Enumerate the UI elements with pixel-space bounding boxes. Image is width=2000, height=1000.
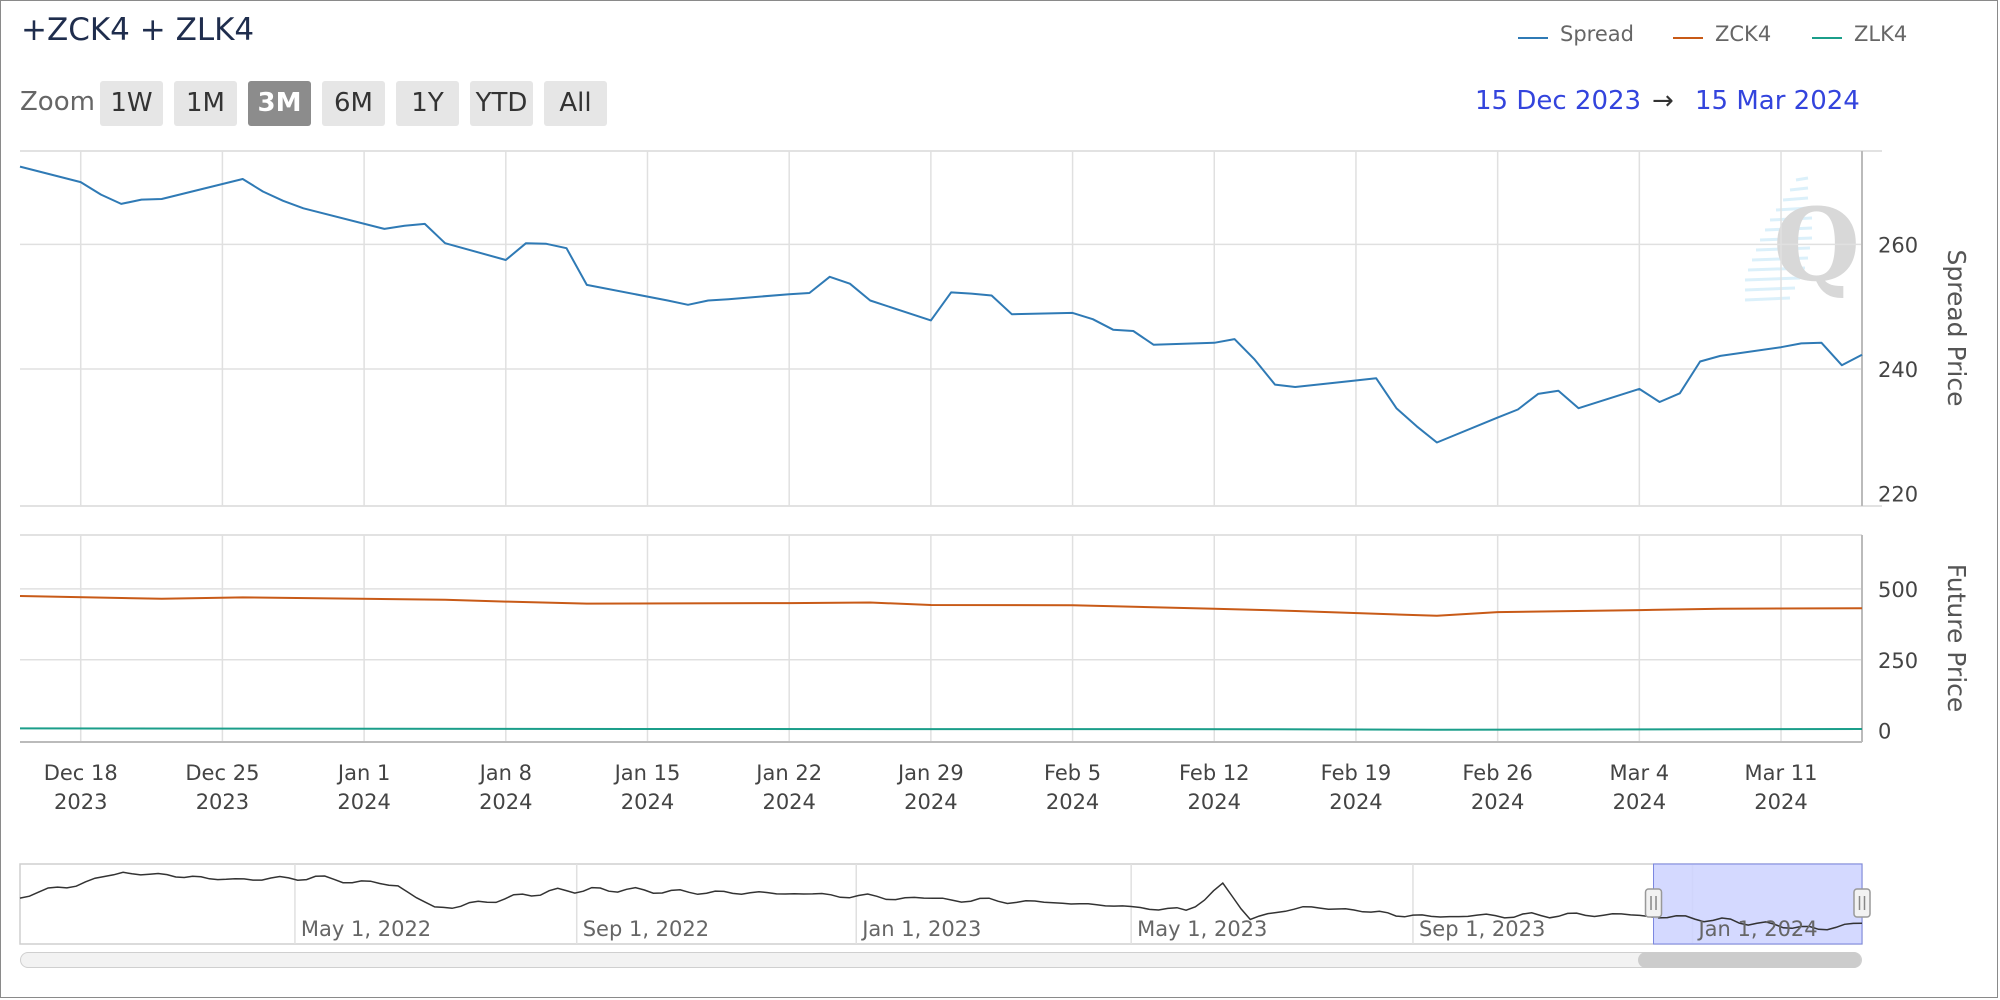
- x-tick-label: Feb 19: [1321, 761, 1392, 785]
- x-tick-label-year: 2024: [762, 790, 815, 814]
- x-tick-label-year: 2024: [1329, 790, 1382, 814]
- zoom-ytd-button[interactable]: YTD: [470, 81, 533, 126]
- legend-swatch-zck4: [1673, 37, 1703, 39]
- navigator-series-line: [19, 871, 1863, 931]
- zoom-all-button[interactable]: All: [544, 81, 607, 126]
- x-tick-label: Jan 8: [478, 761, 532, 785]
- zoom-1w-button[interactable]: 1W: [100, 81, 163, 126]
- zoom-1m-button[interactable]: 1M: [174, 81, 237, 126]
- navigator-x-label: May 1, 2023: [1137, 917, 1267, 941]
- x-tick-label: Jan 15: [613, 761, 681, 785]
- x-tick-label: Feb 26: [1462, 761, 1533, 785]
- q-logo-icon: Q: [1744, 176, 1860, 304]
- range-arrow: →: [1652, 86, 1674, 116]
- zlk4-series-line: [19, 727, 1863, 731]
- x-tick-label: Mar 11: [1745, 761, 1818, 785]
- x-tick-label: Feb 12: [1179, 761, 1250, 785]
- x-tick-label: Mar 4: [1610, 761, 1670, 785]
- x-tick-label-year: 2024: [337, 790, 390, 814]
- x-tick-label-year: 2023: [54, 790, 107, 814]
- zoom-label: Zoom: [20, 87, 95, 117]
- x-tick-label: Dec 25: [185, 761, 259, 785]
- navigator-scrollbar-track[interactable]: [20, 952, 1862, 968]
- spread-y-tick-label: 220: [1878, 483, 1918, 507]
- legend-item-zlk4[interactable]: ZLK4: [1854, 22, 1908, 46]
- x-tick-label-year: 2024: [1188, 790, 1241, 814]
- navigator-x-label: Sep 1, 2023: [1419, 917, 1545, 941]
- futures-y-tick-label: 0: [1878, 720, 1891, 744]
- chart-title: +ZCK4 + ZLK4: [21, 12, 255, 48]
- futures-y-axis-title: Future Price: [1942, 564, 1971, 713]
- zoom-6m-button[interactable]: 6M: [322, 81, 385, 126]
- spread-y-axis-title: Spread Price: [1942, 250, 1971, 407]
- x-tick-label-year: 2024: [1613, 790, 1666, 814]
- x-tick-label-year: 2024: [1046, 790, 1099, 814]
- legend-swatch-zlk4: [1812, 37, 1842, 39]
- navigator-x-label-selected: Jan 1, 2024: [1696, 917, 1817, 941]
- range-end-input[interactable]: 15 Mar 2024: [1695, 86, 1860, 116]
- x-tick-label-year: 2024: [1471, 790, 1524, 814]
- x-tick-label: Jan 22: [754, 761, 822, 785]
- x-tick-label: Feb 5: [1044, 761, 1101, 785]
- navigator-x-label: Jan 1, 2023: [860, 917, 981, 941]
- navigator-scrollbar-thumb[interactable]: [1638, 952, 1861, 968]
- x-tick-label-year: 2024: [904, 790, 957, 814]
- navigator-x-label: May 1, 2022: [301, 917, 431, 941]
- zck4-series-line: [19, 595, 1863, 617]
- navigator-x-label: Sep 1, 2022: [583, 917, 709, 941]
- navigator-left-handle[interactable]: [1644, 888, 1663, 918]
- zoom-1y-button[interactable]: 1Y: [396, 81, 459, 126]
- x-tick-label: Jan 29: [896, 761, 964, 785]
- zoom-3m-button[interactable]: 3M: [248, 81, 311, 126]
- legend-item-zck4[interactable]: ZCK4: [1715, 22, 1772, 46]
- range-start-input[interactable]: 15 Dec 2023: [1475, 86, 1642, 116]
- spread-series-line: [19, 165, 1863, 444]
- x-tick-label: Jan 1: [336, 761, 390, 785]
- navigator-series-line-selected: [1658, 915, 1863, 931]
- futures-y-tick-label: 500: [1878, 578, 1918, 602]
- spread-y-tick-label: 240: [1878, 358, 1918, 382]
- spread-y-tick-label: 260: [1878, 233, 1918, 257]
- x-tick-label-year: 2023: [196, 790, 249, 814]
- legend-swatch-spread: [1518, 37, 1548, 39]
- futures-y-tick-label: 250: [1878, 649, 1918, 673]
- x-tick-label-year: 2024: [1754, 790, 1807, 814]
- x-tick-label-year: 2024: [621, 790, 674, 814]
- legend-item-spread[interactable]: Spread: [1560, 22, 1634, 46]
- navigator-right-handle[interactable]: [1853, 888, 1871, 918]
- navigator-selection-mask: [1653, 863, 1863, 945]
- x-tick-label: Dec 18: [44, 761, 118, 785]
- x-tick-label-year: 2024: [479, 790, 532, 814]
